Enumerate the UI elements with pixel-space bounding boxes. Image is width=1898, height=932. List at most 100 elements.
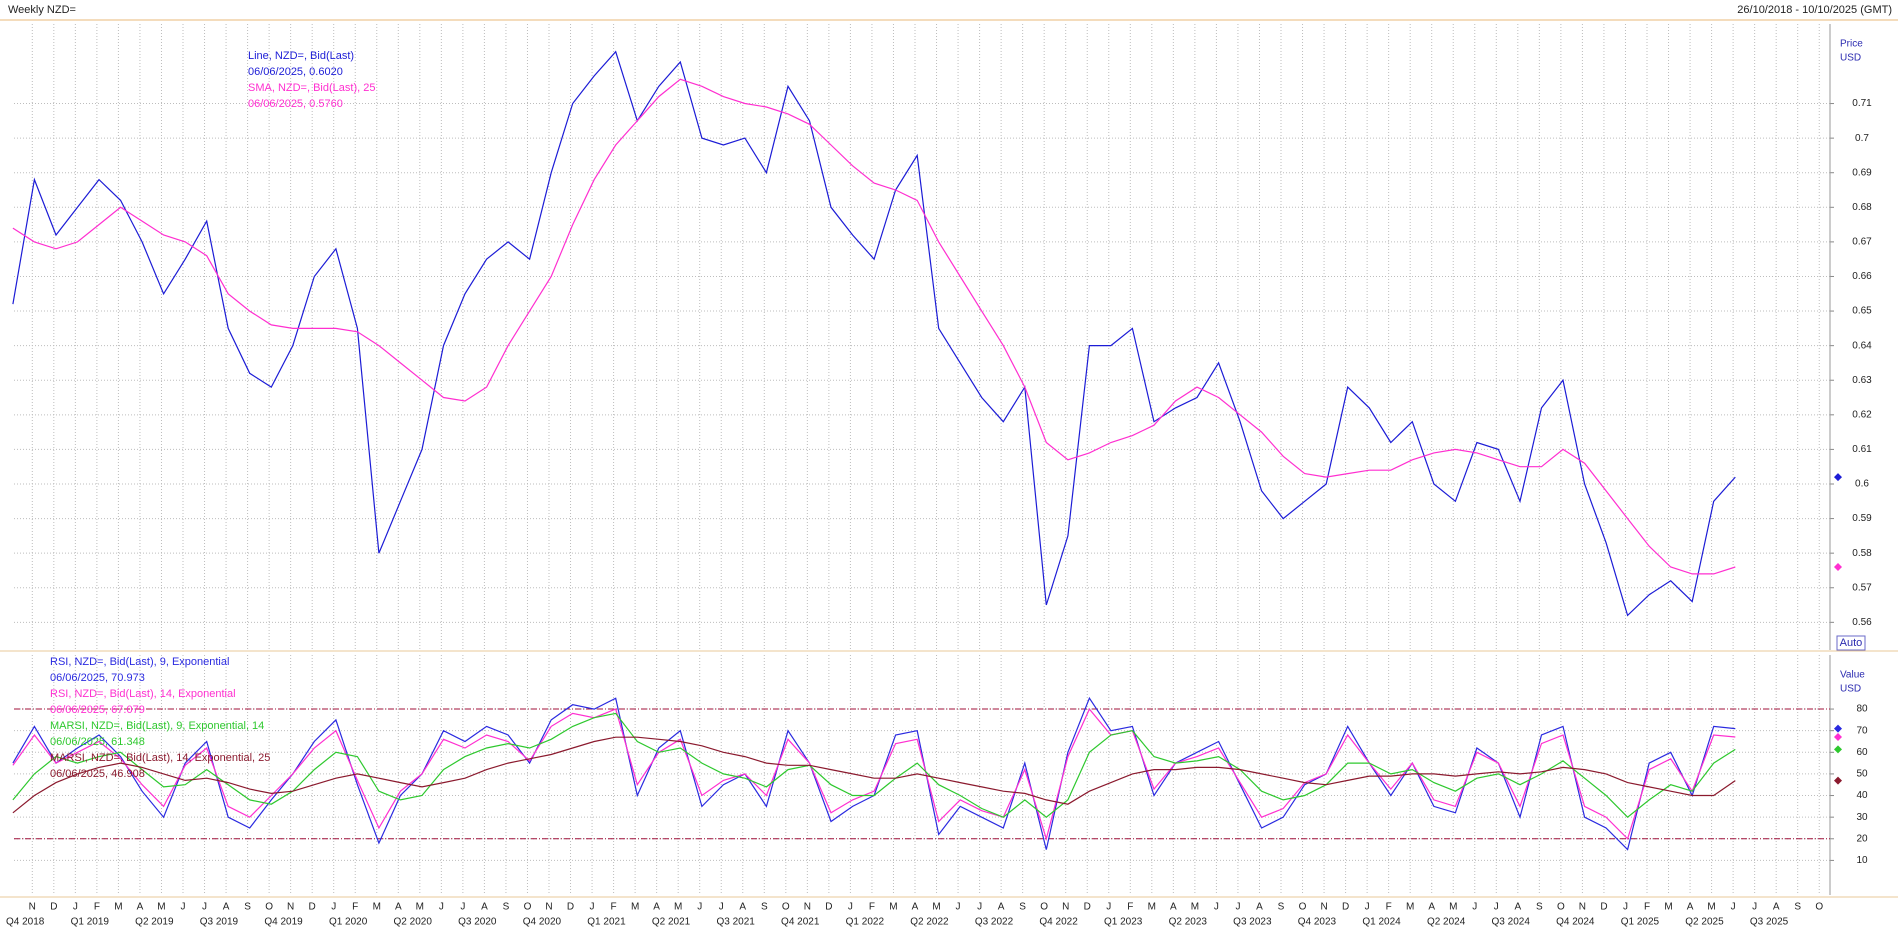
x-group-label: Q4 2024 xyxy=(1556,917,1595,928)
x-tick-label: J xyxy=(1494,902,1499,913)
last-value-marker xyxy=(1834,724,1842,733)
legend-label: Line, NZD=, Bid(Last) xyxy=(248,50,354,62)
x-tick-label: D xyxy=(1342,902,1349,913)
x-tick-label: D xyxy=(825,902,832,913)
x-tick-label: D xyxy=(567,902,574,913)
legend-value: 06/06/2025, 0.5760 xyxy=(248,98,343,110)
x-tick-label: J xyxy=(1752,902,1757,913)
panel: 0.56 0.57 0.58 0.59 0.6 0.61 0.62 0.63 0.64 0.65 0… xyxy=(12,24,1872,650)
x-tick-label: N xyxy=(804,902,811,913)
x-tick-label: D xyxy=(1084,902,1091,913)
x-tick-label: O xyxy=(1040,902,1048,913)
x-group-label: Q2 2020 xyxy=(394,917,433,928)
legend-value: 06/06/2025, 70.973 xyxy=(50,672,145,684)
x-tick-label: M xyxy=(674,902,682,913)
x-group-label: Q4 2023 xyxy=(1298,917,1337,928)
x-tick-label: S xyxy=(1019,902,1026,913)
y-tick-label: 0.59 xyxy=(1852,513,1872,524)
x-group-label: Q1 2022 xyxy=(846,917,885,928)
x-tick-label: A xyxy=(1773,902,1780,913)
series-line xyxy=(12,78,1736,575)
x-tick-label: S xyxy=(1794,902,1801,913)
date-range: 26/10/2018 - 10/10/2025 (GMT) xyxy=(1737,4,1892,16)
x-tick-label: A xyxy=(395,902,402,913)
x-tick-label: J xyxy=(590,902,595,913)
x-tick-label: F xyxy=(1386,902,1392,913)
x-tick-label: J xyxy=(202,902,207,913)
last-value-marker xyxy=(1834,473,1842,482)
x-tick-label: M xyxy=(1707,902,1715,913)
y-tick-label: 60 xyxy=(1856,747,1868,758)
x-tick-label: S xyxy=(1278,902,1285,913)
x-tick-label: J xyxy=(1214,902,1219,913)
x-tick-label: D xyxy=(50,902,57,913)
series-line xyxy=(12,707,1736,841)
x-tick-label: A xyxy=(481,902,488,913)
x-tick-label: A xyxy=(1687,902,1694,913)
x-group-label: Q2 2019 xyxy=(135,917,174,928)
series-line xyxy=(12,736,1736,814)
x-tick-label: J xyxy=(977,902,982,913)
x-group-label: Q4 2020 xyxy=(523,917,562,928)
last-value-marker xyxy=(1834,562,1842,571)
x-tick-label: N xyxy=(1320,902,1327,913)
x-tick-label: N xyxy=(287,902,294,913)
x-tick-label: A xyxy=(1514,902,1521,913)
x-tick-label: F xyxy=(1127,902,1133,913)
last-value-marker xyxy=(1834,732,1842,741)
x-group-label: Q1 2025 xyxy=(1621,917,1660,928)
x-group-label: Q4 2019 xyxy=(264,917,303,928)
x-group-label: Q4 2022 xyxy=(1039,917,1078,928)
x-group-label: Q3 2019 xyxy=(200,917,239,928)
y-tick-label: 0.66 xyxy=(1852,271,1872,282)
x-tick-label: J xyxy=(1731,902,1736,913)
x-tick-label: S xyxy=(503,902,510,913)
x-group-label: Q3 2025 xyxy=(1750,917,1789,928)
x-group-label: Q1 2020 xyxy=(329,917,368,928)
x-tick-label: O xyxy=(782,902,790,913)
x-group-label: Q1 2023 xyxy=(1104,917,1143,928)
y-tick-label: 0.68 xyxy=(1852,202,1872,213)
y-tick-label: 0.57 xyxy=(1852,582,1872,593)
x-tick-label: S xyxy=(761,902,768,913)
x-tick-label: J xyxy=(956,902,961,913)
auto-button-label[interactable]: Auto xyxy=(1840,637,1863,649)
last-value-marker xyxy=(1834,776,1842,785)
x-tick-label: N xyxy=(29,902,36,913)
y-tick-label: 0.58 xyxy=(1852,548,1872,559)
x-group-label: Q1 2024 xyxy=(1362,917,1401,928)
x-group-label: Q3 2024 xyxy=(1492,917,1531,928)
x-group-label: Q1 2021 xyxy=(587,917,626,928)
legend-value: 06/06/2025, 0.6020 xyxy=(248,66,343,78)
x-tick-label: M xyxy=(1664,902,1672,913)
x-group-label: Q2 2022 xyxy=(910,917,949,928)
x-tick-label: J xyxy=(1623,902,1628,913)
auto-button[interactable] xyxy=(1836,635,1866,651)
x-group-label: Q4 2021 xyxy=(781,917,820,928)
x-tick-label: J xyxy=(848,902,853,913)
x-group-label: Q2 2021 xyxy=(652,917,691,928)
legend-value: 06/06/2025, 61.348 xyxy=(50,736,145,748)
y-tick-label: 0.64 xyxy=(1852,340,1872,351)
x-tick-label: J xyxy=(331,902,336,913)
x-tick-label: M xyxy=(1449,902,1457,913)
y-axis-title: Price xyxy=(1840,39,1863,50)
last-value-marker xyxy=(1834,745,1842,754)
x-group-label: Q2 2023 xyxy=(1169,917,1208,928)
y-axis-unit: USD xyxy=(1840,53,1861,64)
y-tick-label: 0.63 xyxy=(1852,375,1872,386)
y-tick-label: 0.62 xyxy=(1852,409,1872,420)
legend-value: 06/06/2025, 67.079 xyxy=(50,704,145,716)
x-tick-label: J xyxy=(73,902,78,913)
x-group-label: Q3 2020 xyxy=(458,917,497,928)
x-tick-label: M xyxy=(157,902,165,913)
x-group-label: Q4 2018 xyxy=(6,917,45,928)
y-tick-label: 0.71 xyxy=(1852,98,1872,109)
x-tick-label: N xyxy=(545,902,552,913)
x-tick-label: A xyxy=(137,902,144,913)
x-tick-label: M xyxy=(631,902,639,913)
x-tick-label: M xyxy=(416,902,424,913)
x-group-label: Q2 2024 xyxy=(1427,917,1466,928)
legend-label: SMA, NZD=, Bid(Last), 25 xyxy=(248,82,375,94)
